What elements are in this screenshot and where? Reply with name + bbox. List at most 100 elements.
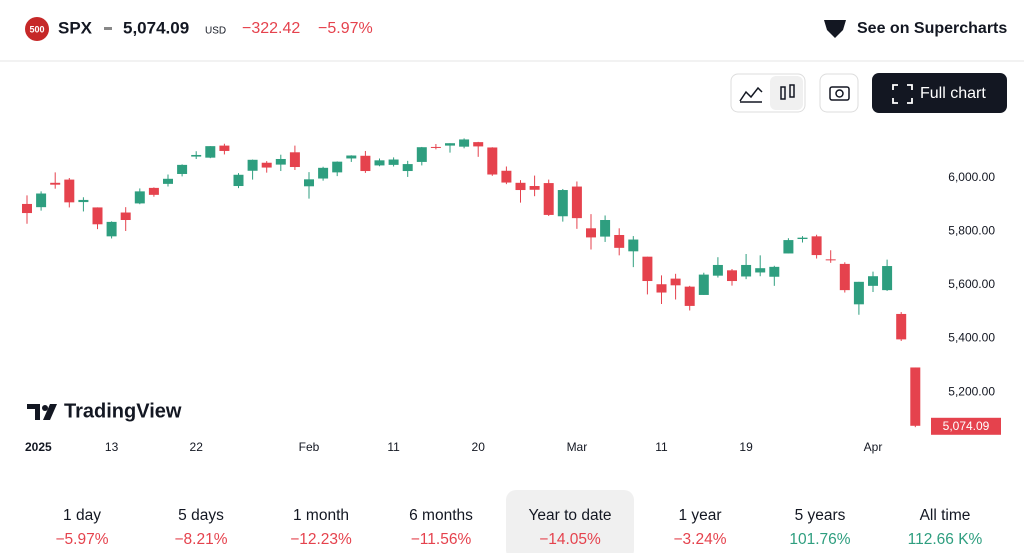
period-label[interactable]: All time: [920, 507, 971, 524]
candle-body: [839, 263, 850, 291]
last-price-tag: [931, 417, 1001, 435]
supercharts-link[interactable]: See on Supercharts: [824, 20, 1007, 38]
candle-body: [769, 266, 780, 277]
y-tick-label: 5,800.00: [948, 224, 995, 238]
candle-body: [120, 212, 131, 221]
candle-body: [853, 281, 864, 305]
period-change[interactable]: −8.21%: [174, 531, 227, 548]
candle-body: [501, 170, 512, 183]
y-tick-label: 5,200.00: [948, 384, 995, 398]
y-tick-label: 5,400.00: [948, 331, 995, 345]
candle-body: [36, 193, 47, 208]
candle-body: [882, 266, 893, 291]
candle-body: [430, 146, 441, 148]
candle-body: [557, 190, 568, 217]
candle-body: [304, 179, 314, 187]
candle-body: [22, 203, 32, 214]
logo-text: 500: [29, 24, 44, 34]
candle-body: [64, 179, 75, 203]
last-price-label: 5,074.09: [943, 419, 990, 433]
candle-body: [233, 174, 244, 187]
candle-body: [219, 145, 230, 151]
period-label[interactable]: 5 days: [178, 507, 224, 524]
candle-body: [571, 186, 582, 219]
supercharts-icon: [824, 20, 846, 38]
fullscreen-icon: [892, 84, 913, 104]
candle-body: [191, 154, 202, 157]
candle-body: [205, 146, 216, 158]
y-tick-label: 5,600.00: [948, 277, 995, 291]
candle-body: [543, 183, 554, 215]
change: −322.42: [242, 20, 300, 37]
candle-body: [261, 162, 272, 168]
candle-body: [445, 143, 455, 146]
x-tick-label: Mar: [567, 440, 588, 454]
x-tick-label: 2025: [25, 440, 52, 454]
candle-body: [741, 264, 752, 277]
candle-body: [275, 158, 286, 165]
candle-icon: [780, 86, 786, 100]
candle-body: [92, 207, 103, 225]
period-change[interactable]: −3.24%: [673, 531, 726, 548]
x-tick-label: 11: [655, 440, 668, 454]
period-change[interactable]: −11.56%: [411, 531, 472, 548]
period-label[interactable]: 1 day: [63, 507, 101, 524]
period-change[interactable]: −12.23%: [290, 531, 352, 548]
candle-body: [670, 278, 681, 286]
candle-body: [148, 187, 159, 195]
candle-body: [698, 274, 709, 295]
candle-body: [600, 220, 611, 237]
candle-body: [515, 182, 526, 191]
period-label[interactable]: 1 month: [293, 507, 349, 524]
candle-body: [106, 221, 117, 237]
x-tick-label: Apr: [864, 440, 883, 454]
candle-body: [50, 182, 61, 185]
candle-style-button[interactable]: [770, 76, 803, 110]
candle-body: [247, 159, 258, 171]
price: 5,074.09: [123, 18, 189, 37]
period-label[interactable]: Year to date: [528, 507, 611, 524]
x-tick-label: 11: [387, 440, 400, 454]
period-label[interactable]: 6 months: [409, 507, 473, 524]
candle-body: [586, 228, 596, 238]
candle-body: [896, 313, 907, 340]
period-change[interactable]: 112.66 K%: [908, 531, 983, 548]
candle-body: [459, 139, 470, 147]
logo: [25, 17, 49, 41]
candle-body: [318, 167, 329, 179]
candle-body: [163, 178, 173, 184]
candle-body: [755, 268, 766, 273]
candle-body: [388, 159, 399, 165]
x-tick-label: 22: [190, 440, 204, 454]
full-chart-text[interactable]: Full chart: [920, 85, 986, 102]
change-percent: −5.97%: [318, 20, 373, 37]
period-change[interactable]: −14.05%: [539, 531, 601, 548]
candle-body: [332, 161, 343, 173]
period-change[interactable]: −5.97%: [55, 531, 108, 548]
separator-dash: [104, 27, 112, 30]
y-tick-label: 6,000.00: [948, 170, 995, 184]
candle-body: [78, 199, 89, 203]
period-label[interactable]: 1 year: [678, 507, 721, 524]
candle-body: [797, 237, 808, 240]
camera-icon: [829, 86, 850, 101]
snapshot-button[interactable]: [819, 73, 859, 113]
candle-body: [374, 160, 385, 166]
period-change[interactable]: 101.76%: [789, 531, 850, 548]
candle-icon: [789, 84, 795, 98]
candle-body: [727, 270, 737, 282]
period-label[interactable]: 5 years: [795, 507, 846, 524]
x-tick-label: Feb: [299, 440, 320, 454]
candle-body: [529, 186, 540, 190]
selected-tab[interactable]: [506, 490, 634, 553]
full-chart-button[interactable]: [872, 73, 1007, 113]
camera-lens: [835, 89, 844, 98]
candle-body: [614, 234, 625, 248]
candle-body: [628, 239, 639, 252]
supercharts-text[interactable]: See on Supercharts: [857, 20, 1007, 37]
candle-body: [134, 191, 145, 204]
candle-body: [783, 240, 794, 254]
area-style-button[interactable]: [739, 86, 763, 102]
